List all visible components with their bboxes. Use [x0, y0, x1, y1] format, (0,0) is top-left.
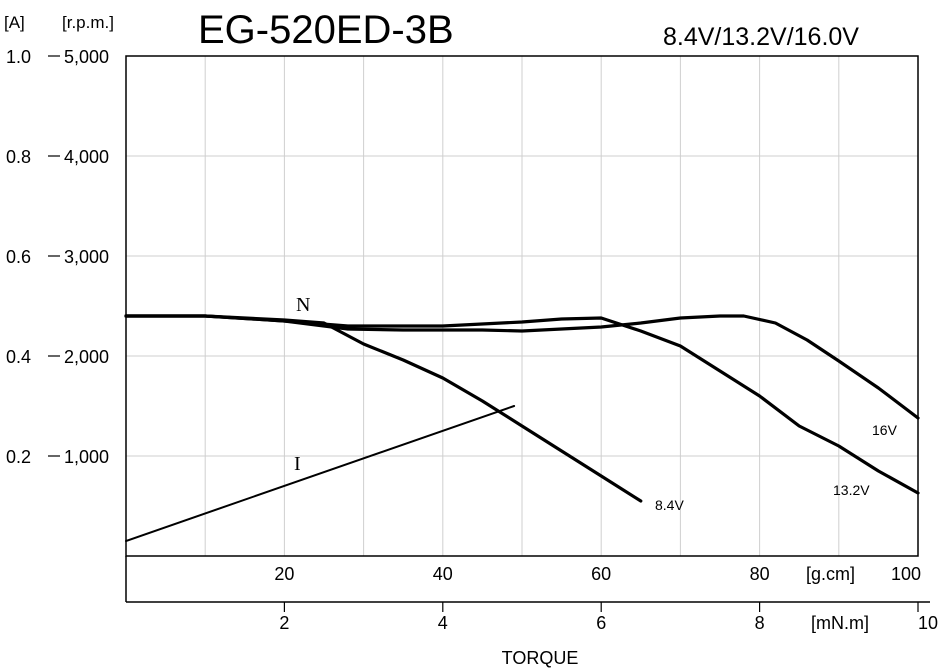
speed-curve-label: N — [296, 294, 310, 316]
x-tick-label-gcm: 100 — [891, 564, 921, 584]
y-tick-label-current: 0.2 — [6, 447, 31, 467]
x-tick-label-gcm: 80 — [750, 564, 770, 584]
plot-frame — [125, 55, 919, 557]
y-tick-label-speed: 3,000 — [64, 247, 109, 267]
y-tick-label-speed: 1,000 — [64, 447, 109, 467]
x-tick-label-gcm: 20 — [274, 564, 294, 584]
series-label-16V: 16V — [872, 422, 898, 438]
speed-unit-label: [r.p.m.] — [62, 13, 114, 32]
series-line-I — [125, 405, 516, 542]
series-line-8-4V — [124, 314, 643, 503]
chart-title: EG-520ED-3B — [198, 8, 454, 52]
series-label-8-4V: 8.4V — [655, 497, 684, 513]
x-tick-label-mNm: 10 — [918, 613, 938, 633]
y-tick-label-speed: 5,000 — [64, 47, 109, 67]
x-tick-label-mNm: 2 — [279, 613, 289, 633]
axes: 0.2 0.4 0.6 0.8 1.0 1,000 2,000 3,000 4,000 5,000… — [6, 47, 938, 633]
y-tick-label-current: 0.6 — [6, 247, 31, 267]
x-tick-label-mNm: 4 — [438, 613, 448, 633]
label-layer: 8.4V 13.2V 16V N I — [294, 294, 898, 513]
chart-subtitle: 8.4V/13.2V/16.0V — [663, 23, 859, 51]
series-line-16V — [124, 314, 920, 420]
x-unit-gcm: [g.cm] — [806, 564, 855, 584]
y-tick-label-speed: 2,000 — [64, 347, 109, 367]
grid-lines — [126, 56, 918, 556]
x-tick-label-gcm: 60 — [591, 564, 611, 584]
y-tick-label-speed: 4,000 — [64, 147, 109, 167]
current-unit-label: [A] — [4, 13, 25, 32]
x-tick-label-mNm: 8 — [755, 613, 765, 633]
x-tick-label-mNm: 6 — [596, 613, 606, 633]
x-axis-title: TORQUE — [502, 648, 579, 668]
x-unit-mNm: [mN.m] — [811, 613, 869, 633]
series-label-13-2V: 13.2V — [833, 482, 870, 498]
y-tick-label-current: 0.4 — [6, 347, 31, 367]
y-tick-label-current: 0.8 — [6, 147, 31, 167]
series-layer — [124, 314, 920, 542]
y-tick-label-current: 1.0 — [6, 47, 31, 67]
current-curve-label: I — [294, 453, 301, 475]
x-tick-label-gcm: 40 — [433, 564, 453, 584]
